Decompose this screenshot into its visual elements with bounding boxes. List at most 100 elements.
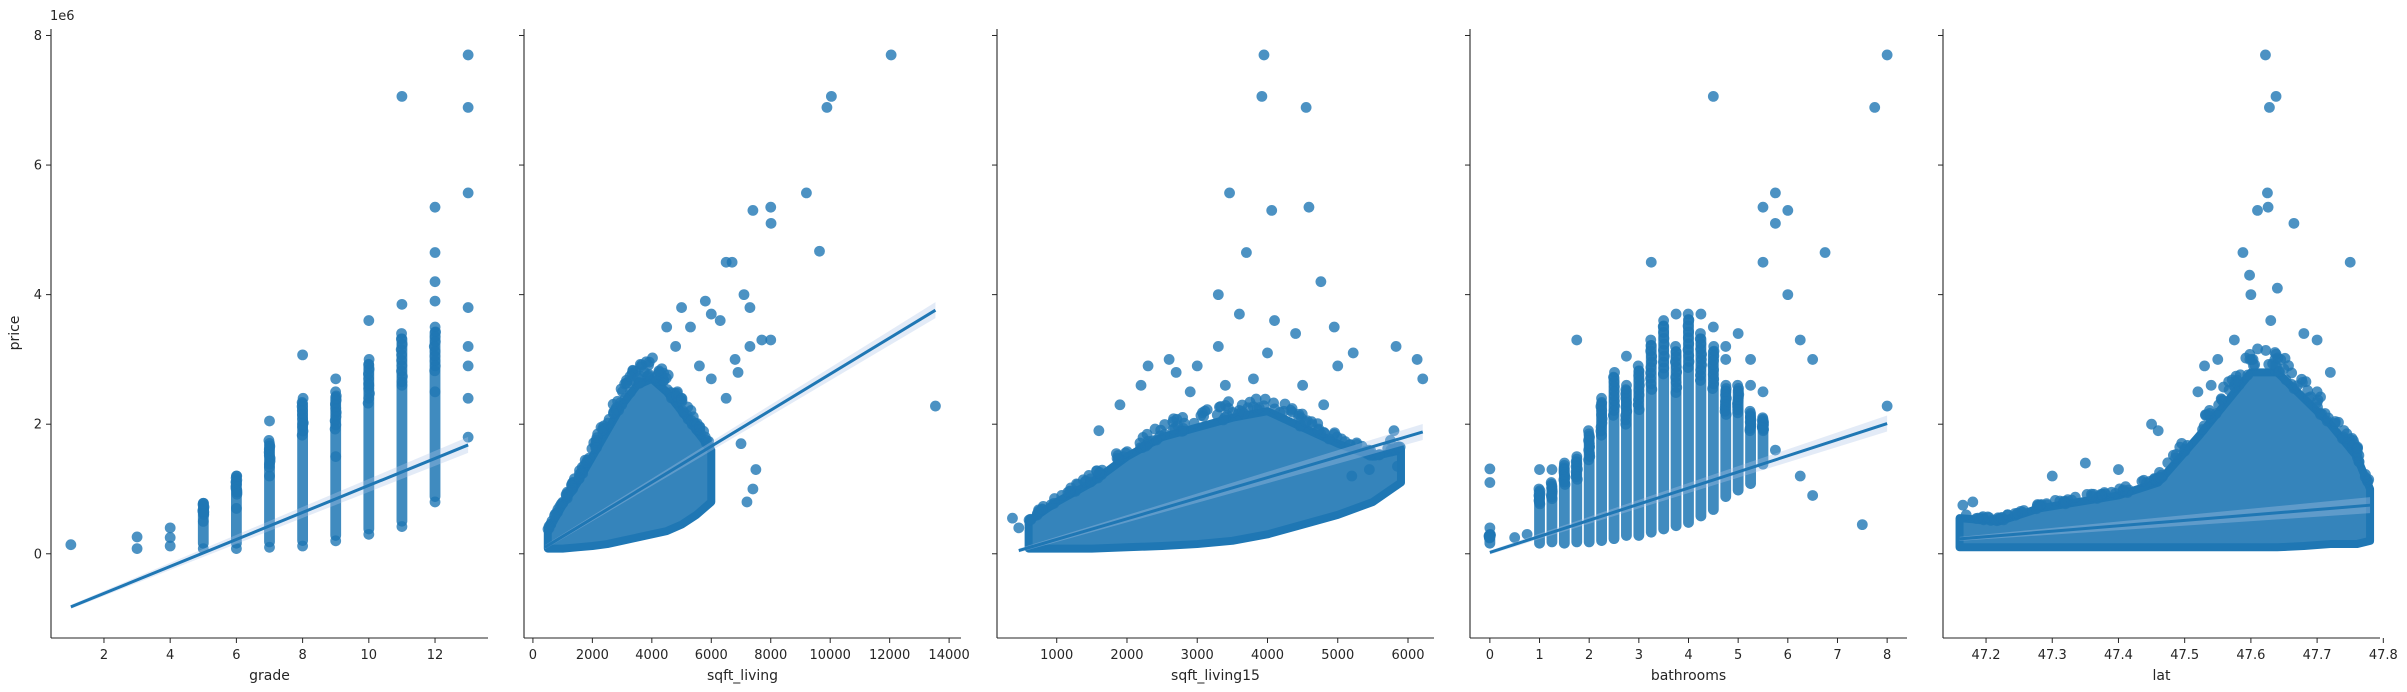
- data-point: [1881, 49, 1893, 61]
- data-point: [1373, 449, 1385, 461]
- data-point: [714, 315, 726, 326]
- data-point: [549, 510, 560, 522]
- x-tick-label: 1: [1535, 648, 1543, 663]
- data-point: [1732, 407, 1744, 419]
- data-point: [1745, 354, 1756, 365]
- data-point: [1303, 201, 1315, 213]
- data-point: [1484, 477, 1496, 488]
- data-point: [264, 470, 275, 482]
- data-point: [2174, 441, 2186, 453]
- data-point: [1113, 453, 1125, 465]
- data-point: [1332, 360, 1344, 372]
- data-point: [2360, 469, 2371, 480]
- x-tick-label: 4: [1684, 648, 1692, 663]
- x-tick-label: 47.2: [1972, 648, 2001, 663]
- point-cloud-grade: [197, 321, 441, 549]
- data-point: [821, 101, 833, 113]
- data-point: [747, 483, 759, 495]
- data-point: [1546, 493, 1558, 505]
- data-point: [685, 321, 696, 333]
- data-point: [1807, 490, 1819, 501]
- data-point: [1794, 334, 1806, 346]
- data-point: [2095, 489, 2107, 500]
- data-point: [591, 442, 602, 454]
- data-point: [1297, 379, 1309, 391]
- x-tick-label: 4000: [635, 648, 668, 663]
- x-tick-label: 6: [1784, 648, 1792, 663]
- data-point: [330, 373, 342, 385]
- data-point: [693, 360, 705, 372]
- data-point: [1269, 315, 1280, 326]
- data-point: [263, 461, 275, 473]
- data-point: [670, 341, 682, 352]
- data-point: [1300, 416, 1312, 428]
- data-point: [1633, 404, 1645, 416]
- data-point: [462, 187, 474, 199]
- data-point: [885, 49, 897, 61]
- data-point: [2264, 101, 2275, 113]
- y-tick-label: 0: [34, 547, 42, 562]
- data-point: [2300, 376, 2312, 388]
- data-point: [2069, 491, 2081, 503]
- data-point: [1347, 347, 1359, 359]
- data-point: [2213, 399, 2225, 411]
- data-point: [1392, 460, 1403, 472]
- data-point: [1170, 366, 1182, 378]
- data-point: [1142, 360, 1154, 372]
- data-point: [1212, 341, 1224, 352]
- y-tick-label: 6: [34, 159, 42, 174]
- data-point: [1621, 350, 1632, 362]
- data-point: [1188, 417, 1200, 429]
- data-point: [1163, 354, 1175, 365]
- panel-sqft_living15: 1000 2000 3000 4000 5000 6000 sqft_living15: [992, 29, 1434, 684]
- data-point: [462, 431, 474, 443]
- data-point: [363, 379, 375, 391]
- data-point: [1571, 473, 1583, 485]
- data-point: [2192, 386, 2204, 398]
- data-point: [2246, 354, 2258, 365]
- x-axis-label: sqft_living: [707, 668, 778, 684]
- data-point: [231, 488, 243, 500]
- data-point: [2212, 354, 2224, 365]
- y-offset-label: 1e6: [50, 9, 75, 24]
- data-point: [1256, 90, 1268, 102]
- data-point: [1881, 400, 1893, 412]
- data-point: [2252, 343, 2263, 355]
- data-point: [462, 392, 474, 404]
- data-point: [1534, 498, 1546, 510]
- data-point: [1224, 187, 1235, 199]
- data-point: [732, 366, 744, 378]
- data-point: [738, 289, 750, 301]
- regression-line: [1489, 422, 1888, 554]
- data-point: [2262, 187, 2273, 199]
- data-point: [705, 373, 717, 385]
- data-point: [429, 295, 441, 307]
- data-point: [1670, 387, 1682, 399]
- data-point: [602, 417, 614, 429]
- data-point: [703, 435, 715, 447]
- point-cloud-lat: [1955, 343, 2375, 552]
- data-point: [1620, 418, 1632, 430]
- data-point: [2252, 205, 2263, 216]
- data-point: [1244, 396, 1256, 408]
- data-point: [2146, 418, 2157, 430]
- data-point: [1312, 424, 1324, 436]
- data-point: [230, 503, 242, 514]
- data-point: [1707, 383, 1719, 394]
- data-point: [2228, 334, 2240, 346]
- x-tick-label: 2000: [576, 648, 609, 663]
- data-point: [676, 302, 687, 313]
- data-point: [607, 398, 619, 410]
- data-point: [1957, 499, 1969, 511]
- data-point: [662, 369, 674, 381]
- data-point: [1223, 396, 1234, 408]
- data-point: [1262, 347, 1273, 359]
- data-point: [164, 532, 176, 543]
- data-point: [2311, 334, 2323, 346]
- data-point: [2079, 457, 2091, 469]
- data-point: [1670, 308, 1682, 320]
- data-point: [565, 485, 577, 497]
- data-point: [1484, 532, 1495, 544]
- data-point: [1770, 217, 1781, 229]
